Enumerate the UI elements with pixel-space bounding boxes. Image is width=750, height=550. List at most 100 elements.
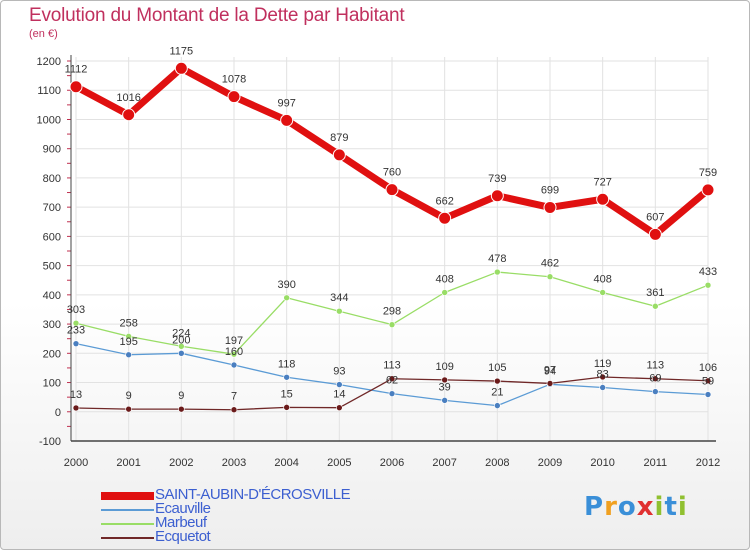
data-label: 97 [544, 364, 556, 376]
data-point [230, 350, 238, 358]
x-tick-label: 2000 [64, 457, 88, 469]
data-label: 298 [383, 306, 401, 318]
legend-label: Ecauville [155, 500, 211, 517]
data-label: 119 [594, 358, 612, 370]
legend-item: Ecquetot [101, 528, 401, 545]
data-point [230, 361, 238, 369]
data-label: 303 [67, 304, 85, 316]
data-point [72, 404, 80, 412]
data-point [332, 148, 346, 162]
proxiti-logo: Proxiti [584, 492, 688, 522]
data-point [280, 113, 294, 127]
y-tick-label: 600 [43, 231, 61, 243]
data-label: 106 [699, 362, 717, 374]
data-label: 344 [330, 292, 348, 304]
y-tick-label: 100 [43, 378, 61, 390]
data-label: 1175 [170, 45, 194, 57]
legend-label: Marbeuf [155, 514, 207, 531]
legend-swatch [101, 537, 154, 539]
data-point [388, 390, 396, 397]
data-label: 83 [597, 369, 609, 381]
legend-item: Marbeuf [101, 514, 401, 531]
data-point [283, 294, 290, 302]
x-tick-label: 2008 [485, 457, 509, 469]
data-label: 113 [383, 360, 401, 372]
data-label: 408 [435, 274, 453, 286]
data-point [178, 342, 185, 350]
x-tick-label: 2007 [432, 457, 456, 469]
data-label: 105 [488, 362, 506, 374]
data-label: 361 [646, 287, 664, 299]
x-tick-label: 2006 [380, 457, 404, 469]
data-point [283, 373, 290, 381]
data-point [336, 307, 343, 315]
data-label: 997 [277, 97, 295, 109]
y-tick-label: 800 [43, 173, 61, 185]
data-label: 607 [646, 211, 664, 223]
data-label: 14 [333, 389, 345, 401]
data-label: 93 [333, 366, 345, 378]
data-point [704, 391, 712, 398]
data-label: 197 [225, 335, 243, 347]
x-tick-label: 2012 [696, 457, 720, 469]
data-label: 233 [67, 325, 85, 337]
legend-label: SAINT-AUBIN-D'ÉCROSVILLE [155, 486, 351, 503]
data-label: 9 [178, 390, 184, 402]
data-point [336, 381, 343, 388]
data-point [543, 200, 557, 214]
data-point [174, 61, 188, 75]
data-point [227, 90, 241, 104]
data-point [596, 192, 610, 206]
data-label: 224 [172, 327, 190, 339]
data-label: 662 [435, 195, 453, 207]
data-point [283, 404, 290, 411]
data-label: 739 [488, 173, 506, 185]
data-label: 69 [649, 373, 661, 385]
data-point [178, 350, 185, 357]
y-tick-label: 200 [43, 348, 61, 360]
data-label: 433 [699, 266, 717, 278]
x-tick-label: 2010 [590, 457, 614, 469]
data-label: 478 [488, 253, 506, 265]
x-tick-label: 2005 [327, 457, 351, 469]
data-point [69, 80, 83, 94]
data-label: 39 [439, 381, 451, 393]
data-point [441, 289, 448, 296]
legend-swatch [101, 492, 154, 500]
x-tick-label: 2011 [644, 457, 668, 469]
y-tick-label: 1200 [37, 56, 61, 68]
data-point [72, 340, 80, 347]
y-tick-label: 900 [43, 144, 61, 156]
data-label: 113 [647, 360, 665, 372]
x-tick-label: 2009 [538, 457, 562, 469]
y-tick-label: 400 [43, 290, 61, 302]
data-point [336, 404, 343, 411]
data-label: 109 [435, 361, 453, 373]
data-label: 160 [225, 346, 243, 358]
data-point [546, 380, 554, 387]
data-point [125, 405, 132, 413]
data-label: 699 [541, 184, 559, 196]
data-point [125, 333, 132, 340]
data-point [122, 108, 136, 122]
data-point [648, 227, 662, 241]
data-label: 7 [231, 391, 237, 403]
data-label: 62 [386, 375, 398, 387]
data-point [388, 321, 396, 328]
data-point [599, 384, 606, 391]
x-tick-label: 2003 [222, 457, 246, 469]
y-tick-label: 300 [43, 319, 61, 331]
data-label: 21 [491, 387, 503, 399]
x-tick-label: 2004 [274, 457, 298, 469]
chart-title: Evolution du Montant de la Dette par Hab… [29, 5, 405, 26]
y-tick-label: 0 [55, 407, 61, 419]
data-point [701, 183, 715, 197]
data-point [441, 397, 448, 404]
data-label: 759 [699, 167, 717, 179]
data-point [72, 319, 80, 327]
legend-label: Ecquetot [155, 528, 211, 545]
data-point [125, 351, 132, 359]
data-point [599, 373, 606, 381]
